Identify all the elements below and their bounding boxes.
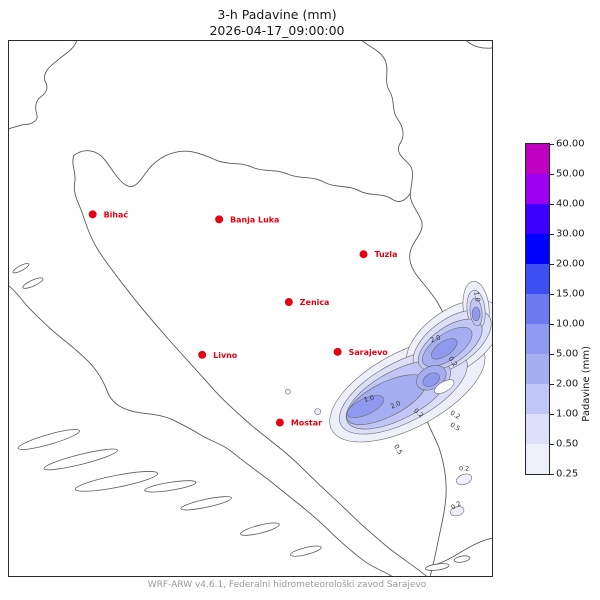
city-label: Banja Luka (230, 215, 279, 224)
colorbar-tick-mark (550, 353, 554, 355)
map-canvas: 2.00.21.02.00.2 0.20.51.00.50.20.2 BihaćB… (9, 41, 492, 576)
city-label: Bihać (104, 209, 129, 219)
city-dot-zenica (284, 298, 293, 307)
contour-value-label: 0.5 (449, 421, 462, 433)
colorbar-segment (526, 414, 549, 444)
colorbar-tick-label: 50.00 (556, 168, 585, 180)
colorbar-tick-label: 5.00 (556, 348, 579, 360)
city-dot-tuzla (359, 250, 368, 259)
colorbar-tick-label: 0.25 (556, 468, 579, 480)
colorbar-tick-mark (550, 173, 554, 175)
colorbar-tick-mark (550, 263, 554, 265)
colorbar-tick-mark (550, 203, 554, 205)
contour-value-label: 2.0 (429, 333, 441, 344)
colorbar-tick-label: 40.00 (556, 198, 585, 210)
islands (12, 263, 471, 571)
city-dot-mostar (275, 418, 284, 427)
colorbar-tick-mark (550, 143, 554, 145)
colorbar (525, 143, 550, 475)
colorbar-segment (526, 174, 549, 204)
colorbar-tick-label: 2.00 (556, 378, 579, 390)
colorbar-tick-mark (550, 293, 554, 295)
contour-labels: 2.00.21.02.00.2 0.20.51.00.50.20.2 (363, 291, 482, 512)
colorbar-segment (526, 204, 549, 234)
city-dot-bihać (88, 210, 97, 219)
city-label: Livno (213, 351, 238, 360)
colorbar-segment (526, 264, 549, 294)
contour-value-label: 1.0 (363, 394, 375, 404)
city-label: Tuzla (374, 250, 397, 259)
colorbar-tick-mark (550, 473, 554, 475)
city-dot-banja-luka (215, 215, 224, 224)
colorbar-segment (526, 144, 549, 174)
title-line2: 2026-04-17_09:00:00 (209, 23, 345, 38)
colorbar-tick-label: 10.00 (556, 318, 585, 330)
colorbar-segment (526, 354, 549, 384)
colorbar-axis-label: Padavine (mm) (581, 345, 592, 422)
contour-value-label: 0.2 (449, 409, 462, 421)
colorbar-tick-label: 0.50 (556, 438, 579, 450)
colorbar-tick-label: 20.00 (556, 258, 585, 270)
figure-title: 3-h Padavine (mm) 2026-04-17_09:00:00 (209, 7, 344, 39)
colorbar-tick-mark (550, 383, 554, 385)
contour-value-label: 0.5 (392, 443, 404, 456)
contour-value-label: 0.2 (459, 464, 469, 472)
country-borders (9, 41, 492, 576)
colorbar-segment (526, 444, 549, 474)
colorbar-tick-mark (550, 413, 554, 415)
colorbar-segment (526, 384, 549, 414)
city-label: Mostar (291, 419, 322, 428)
city-label: Sarajevo (349, 348, 389, 357)
city-dot-livno (198, 350, 207, 359)
precipitation-field (285, 280, 492, 517)
precip-level-5 (346, 306, 481, 419)
colorbar-tick-label: 60.00 (556, 138, 585, 150)
colorbar-segment (526, 324, 549, 354)
colorbar-segment (526, 234, 549, 264)
colorbar-tick-mark (550, 323, 554, 325)
city-markers: Bihać Banja Luka Tuzla Zenica Livno Sarajevo M… (88, 209, 397, 428)
colorbar-tick-label: 15.00 (556, 288, 585, 300)
colorbar-tick-mark (550, 443, 554, 445)
attribution-text: WRF-ARW v4.6.1, Federalni hidrometeorolo… (147, 580, 427, 590)
precip-dry-hole (434, 379, 455, 394)
contour-value-label: 2.0 (389, 399, 402, 411)
title-line1: 3-h Padavine (mm) (217, 7, 337, 22)
colorbar-tick-label: 30.00 (556, 228, 585, 240)
colorbar-tick-label: 1.00 (556, 408, 579, 420)
colorbar-segment (526, 294, 549, 324)
city-dot-sarajevo (333, 347, 342, 356)
contour-value-label: 1.0 (472, 291, 482, 303)
colorbar-tick-mark (550, 233, 554, 235)
map-panel: 2.0 0.2 1.0 2.0 0.2 0.2 0.5 1.0 0.5 0.2 0.2 Bihać B… (8, 40, 493, 577)
city-label: Zenica (300, 298, 330, 307)
